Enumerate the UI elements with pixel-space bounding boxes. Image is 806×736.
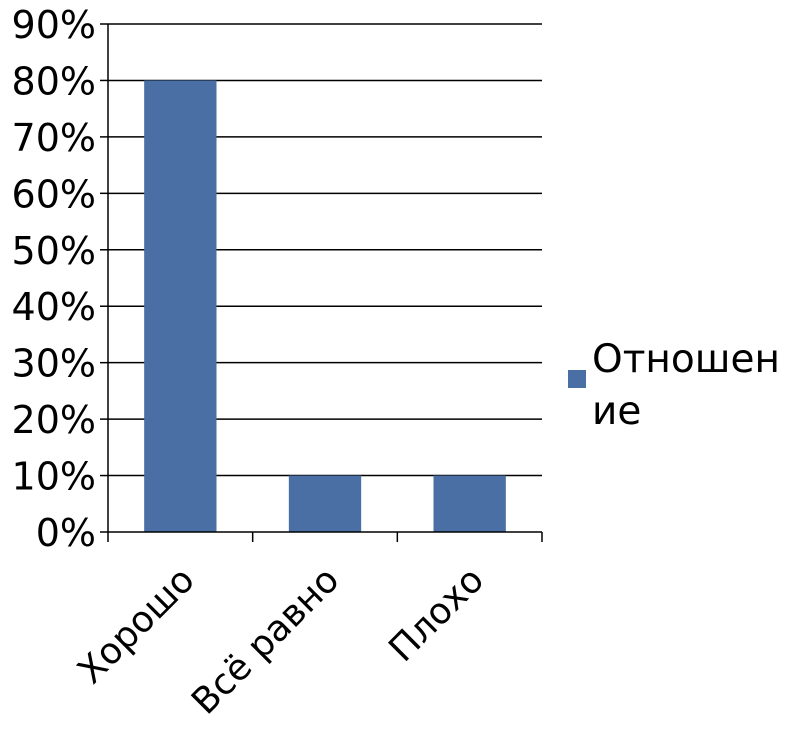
- y-tick-label: 30%: [12, 342, 96, 386]
- y-tick-label: 80%: [12, 59, 96, 103]
- y-tick-label: 20%: [12, 398, 96, 442]
- y-tick-label: 60%: [12, 172, 96, 216]
- y-tick-labels: 0% 10% 20% 30% 40% 50% 60% 70% 80% 90%: [12, 3, 96, 555]
- y-tick-label: 0%: [36, 511, 96, 555]
- x-tick-label: Плохо: [381, 559, 492, 670]
- bar-1: [144, 80, 217, 532]
- bars: [144, 80, 506, 532]
- legend-label: Отношение: [592, 337, 780, 434]
- axes: [100, 23, 543, 542]
- bar-3: [433, 475, 506, 532]
- x-tick-label: Всё равно: [184, 559, 347, 722]
- bar-2: [288, 475, 362, 532]
- y-tick-label: 40%: [12, 285, 96, 329]
- y-tick-label: 50%: [12, 229, 96, 273]
- legend-swatch: [568, 370, 586, 388]
- x-tick-label: Хорошо: [70, 559, 203, 692]
- y-tick-label: 90%: [12, 3, 96, 47]
- y-tick-label: 70%: [12, 116, 96, 160]
- legend: Отношение: [568, 334, 806, 434]
- y-tick-label: 10%: [12, 455, 96, 499]
